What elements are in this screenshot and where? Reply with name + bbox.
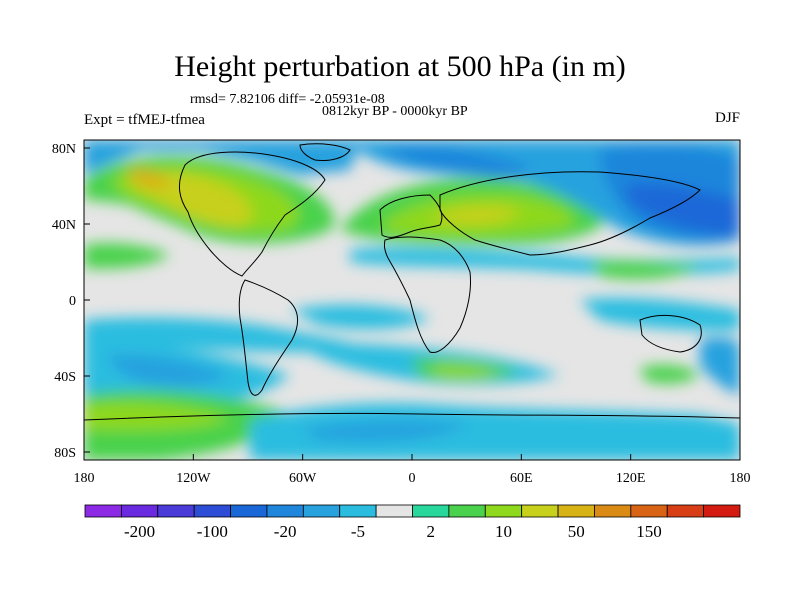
colorbar-swatch [703, 504, 741, 518]
colorbar: -200 -100 -20 -5 2 10 50 150 [84, 504, 741, 541]
colorbar-label: 2 [426, 522, 435, 541]
colorbar-swatch [120, 504, 159, 518]
period-label: 0812kyr BP - 0000kyr BP [322, 104, 468, 119]
experiment-label: Expt = tfMEJ-tfmea [84, 112, 205, 128]
coastlines [84, 143, 740, 421]
height-perturbation-field [84, 140, 740, 460]
colorbar-swatch [266, 504, 304, 518]
colorbar-swatch [193, 504, 231, 518]
colorbar-swatch [521, 504, 559, 518]
colorbar-swatch [448, 504, 486, 518]
colorbar-swatch [630, 504, 668, 518]
colorbar-label: -200 [124, 522, 155, 541]
colorbar-swatch [412, 504, 450, 518]
lat-tick-label: 0 [69, 294, 76, 309]
colorbar-swatch [339, 504, 377, 518]
colorbar-label: 10 [495, 522, 512, 541]
colorbar-swatch [666, 504, 705, 518]
colorbar-label: -5 [351, 522, 365, 541]
lat-tick-label: 80S [54, 446, 76, 461]
lat-tick-label: 40S [54, 370, 76, 385]
colorbar-label: -100 [197, 522, 228, 541]
colorbar-swatch [230, 504, 268, 518]
plot-title: Height perturbation at 500 hPa (in m) [174, 50, 626, 83]
lat-tick-label: 40N [52, 218, 76, 233]
colorbar-swatch [84, 504, 122, 518]
lon-tick-label: 0 [409, 471, 416, 486]
longitude-axis: 180 120W 60W 0 60E 120E 180 [74, 454, 751, 486]
latitude-axis: 80N 40N 0 40S 80S [52, 142, 90, 461]
lon-tick-label: 180 [730, 471, 751, 486]
lon-tick-label: 120E [616, 471, 646, 486]
colorbar-swatch [484, 504, 523, 518]
lon-tick-label: 60W [289, 471, 317, 486]
lon-tick-label: 60E [510, 471, 533, 486]
colorbar-label: -20 [274, 522, 297, 541]
lat-tick-label: 80N [52, 142, 76, 157]
colorbar-swatch [594, 504, 632, 518]
stats-line: rmsd= 7.82106 diff= -2.05931e-08 [190, 92, 385, 107]
colorbar-swatch [557, 504, 595, 518]
season-label: DJF [714, 110, 740, 126]
colorbar-swatch [302, 504, 341, 518]
colorbar-swatch [375, 504, 413, 518]
lon-tick-label: 180 [74, 471, 95, 486]
colorbar-swatch [157, 504, 195, 518]
colorbar-label: 50 [568, 522, 585, 541]
lon-tick-label: 120W [176, 471, 211, 486]
colorbar-label: 150 [636, 522, 662, 541]
